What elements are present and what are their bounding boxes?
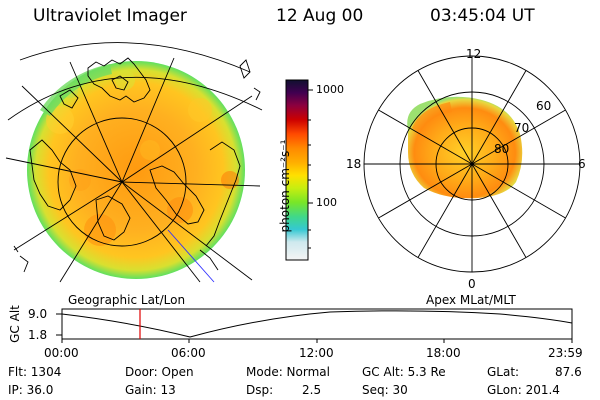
instrument-title: Ultraviolet Imager: [33, 6, 187, 26]
time-tick-1200: 12:00: [299, 346, 334, 360]
time-tick-0600: 06:00: [171, 346, 206, 360]
status-glat-value: 87.6: [555, 365, 582, 379]
status-glat-label: GLat:: [487, 365, 520, 379]
time-tick-0000: 00:00: [44, 346, 79, 360]
mlat-label-60: 60: [536, 99, 552, 113]
colorbar: [285, 79, 313, 261]
time-tick-1800: 18:00: [426, 346, 461, 360]
status-mode: Mode: Normal: [246, 365, 330, 379]
mlt-label-12: 12: [466, 47, 482, 61]
image-date: 12 Aug 00: [276, 6, 364, 26]
status-dsp-label: Dsp:: [246, 383, 274, 397]
colorbar-unit-label: photon cm⁻²s⁻¹: [278, 139, 292, 233]
altitude-plot: [56, 308, 573, 343]
status-dsp-value: 2.5: [302, 383, 322, 397]
polar-plot: [363, 55, 581, 273]
status-door: Door: Open: [125, 365, 194, 379]
coastlines: [13, 57, 261, 273]
status-gc-alt: GC Alt: 5.3 Re: [362, 365, 446, 379]
status-seq: Seq: 30: [362, 383, 408, 397]
status-ip: IP: 36.0: [8, 383, 54, 397]
time-tick-2359: 23:59: [548, 346, 583, 360]
geographic-map: [5, 42, 263, 283]
colorbar-tick-1000: 1000: [316, 83, 344, 96]
status-glon: GLon: 201.4: [487, 383, 560, 397]
altitude-tick-low: 1.8: [28, 328, 48, 342]
geo-grid: [5, 42, 263, 283]
apex-caption: Apex MLat/MLT: [426, 293, 516, 307]
status-gain: Gain: 13: [125, 383, 176, 397]
altitude-curve: [61, 310, 573, 338]
mlat-label-70: 70: [514, 121, 530, 135]
geo-caption: Geographic Lat/Lon: [68, 293, 186, 307]
mlt-label-18: 18: [346, 157, 362, 171]
altitude-tick-high: 9.0: [28, 307, 48, 321]
mlat-label-80: 80: [494, 142, 510, 156]
colorbar-tick-100: 100: [316, 196, 337, 209]
altitude-ylabel: GC Alt: [8, 305, 22, 343]
mlt-label-6: 6: [578, 157, 586, 171]
image-time: 03:45:04 UT: [430, 6, 535, 26]
status-flt: Flt: 1304: [8, 365, 62, 379]
intensity-texture: [46, 70, 239, 246]
auroral-oval: [407, 96, 523, 199]
mlt-label-0: 0: [468, 277, 476, 291]
